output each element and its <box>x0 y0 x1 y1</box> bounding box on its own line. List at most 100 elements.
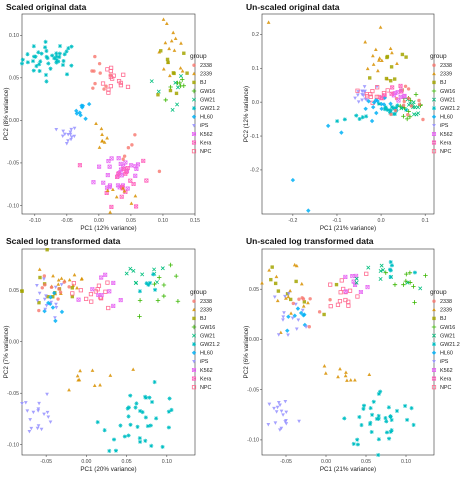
legend: group 2338 2339 BJ GW16 GW21 GW21.2 HL60 iPS K562… <box>190 53 220 155</box>
point-ips <box>284 419 288 423</box>
x-tick-label: -0.2 <box>288 218 297 224</box>
legend-key-gw21 <box>432 333 436 338</box>
point-gw21-2 <box>386 405 391 410</box>
point-ips <box>68 130 73 134</box>
point-npc <box>328 304 333 309</box>
point-gw16 <box>173 273 179 279</box>
legend-label: GW21 <box>200 97 215 103</box>
point-2339 <box>167 73 172 78</box>
point-gw21-2 <box>54 54 59 59</box>
point-gw21-2 <box>411 422 416 427</box>
point-hl60 <box>371 100 377 105</box>
point-ips <box>281 315 286 319</box>
point-2338 <box>62 280 66 284</box>
legend-key-npc <box>431 149 437 154</box>
point-2339 <box>100 138 105 143</box>
point-ips <box>20 402 24 406</box>
legend-key-ips <box>432 124 436 128</box>
point-gw21-2 <box>57 44 63 49</box>
point-2338 <box>58 290 63 294</box>
point-gw21 <box>175 85 180 90</box>
point-k562 <box>118 298 123 303</box>
point-gw21-2 <box>376 391 381 396</box>
point-gw16 <box>411 284 416 289</box>
point-gw21-2 <box>113 448 118 453</box>
legend-label: Kera <box>200 376 211 382</box>
point-bj <box>46 294 50 299</box>
point-2338 <box>43 283 47 287</box>
point-k562 <box>105 173 110 178</box>
legend-key-ips <box>192 124 196 128</box>
point-gw21 <box>399 106 404 111</box>
point-gw21 <box>418 286 423 291</box>
point-ips <box>300 308 305 313</box>
legend-label: 2338 <box>440 63 452 69</box>
point-gw21-2 <box>383 416 388 421</box>
legend-label: 2339 <box>440 308 452 314</box>
point-ips <box>276 333 281 337</box>
legend-title: group <box>190 289 207 296</box>
point-gw21-2 <box>374 416 379 421</box>
point-gw21-2 <box>95 420 100 425</box>
point-gw16 <box>401 114 406 119</box>
point-gw16 <box>406 109 411 114</box>
point-2338 <box>97 61 102 66</box>
legend-key-kera <box>431 140 437 145</box>
point-gw16 <box>137 314 142 319</box>
point-npc <box>111 73 116 78</box>
x-tick-label: 0.15 <box>190 218 200 224</box>
point-bj <box>20 289 24 293</box>
point-kera <box>128 178 133 183</box>
point-npc <box>355 88 360 93</box>
legend-label: BJ <box>440 80 447 86</box>
point-gw21 <box>354 276 359 281</box>
point-2339 <box>77 377 82 382</box>
legend-label: 2338 <box>200 63 212 69</box>
legend-label: iPS <box>440 123 449 129</box>
point-bj <box>392 77 397 81</box>
x-tick-label: -0.05 <box>280 459 292 465</box>
point-gw21-2 <box>357 116 362 122</box>
legend-label: GW16 <box>440 89 455 95</box>
point-kera <box>116 171 121 176</box>
point-ips <box>23 401 28 405</box>
point-ips <box>29 426 34 431</box>
point-gw21 <box>354 280 359 285</box>
point-gw21-2 <box>57 51 62 56</box>
point-2338 <box>406 87 411 91</box>
legend-key-kera <box>191 376 197 381</box>
point-kera <box>77 163 82 168</box>
legend-key-gw16 <box>191 324 197 330</box>
legend-label: GW16 <box>200 325 215 331</box>
point-gw21 <box>178 73 183 78</box>
y-tick-label: 0.05 <box>9 288 19 294</box>
point-hl60 <box>48 295 53 300</box>
point-kera <box>119 194 124 199</box>
point-k562 <box>396 98 401 103</box>
point-ips <box>275 405 280 410</box>
point-2339 <box>299 281 304 286</box>
point-gw21-2 <box>404 107 409 112</box>
point-gw21-2 <box>39 51 44 56</box>
points-layer <box>260 259 428 458</box>
point-bj <box>385 55 389 60</box>
point-gw21-2 <box>153 287 158 292</box>
legend-label: GW16 <box>200 89 215 95</box>
point-npc <box>375 85 380 90</box>
point-2339 <box>100 132 104 136</box>
point-npc <box>106 90 111 95</box>
legend-key-2338 <box>432 63 436 67</box>
point-gw21-2 <box>335 119 340 124</box>
point-hl60 <box>298 310 304 316</box>
legend-key-k562 <box>191 131 197 137</box>
point-ips <box>35 299 40 303</box>
point-gw21-2 <box>69 44 74 49</box>
point-ips <box>36 409 41 413</box>
point-ips <box>44 303 49 308</box>
legend-key-bj <box>192 316 196 321</box>
point-2339 <box>102 140 107 144</box>
point-bj <box>174 91 179 96</box>
point-ips <box>53 316 57 320</box>
point-hl60 <box>83 116 88 121</box>
